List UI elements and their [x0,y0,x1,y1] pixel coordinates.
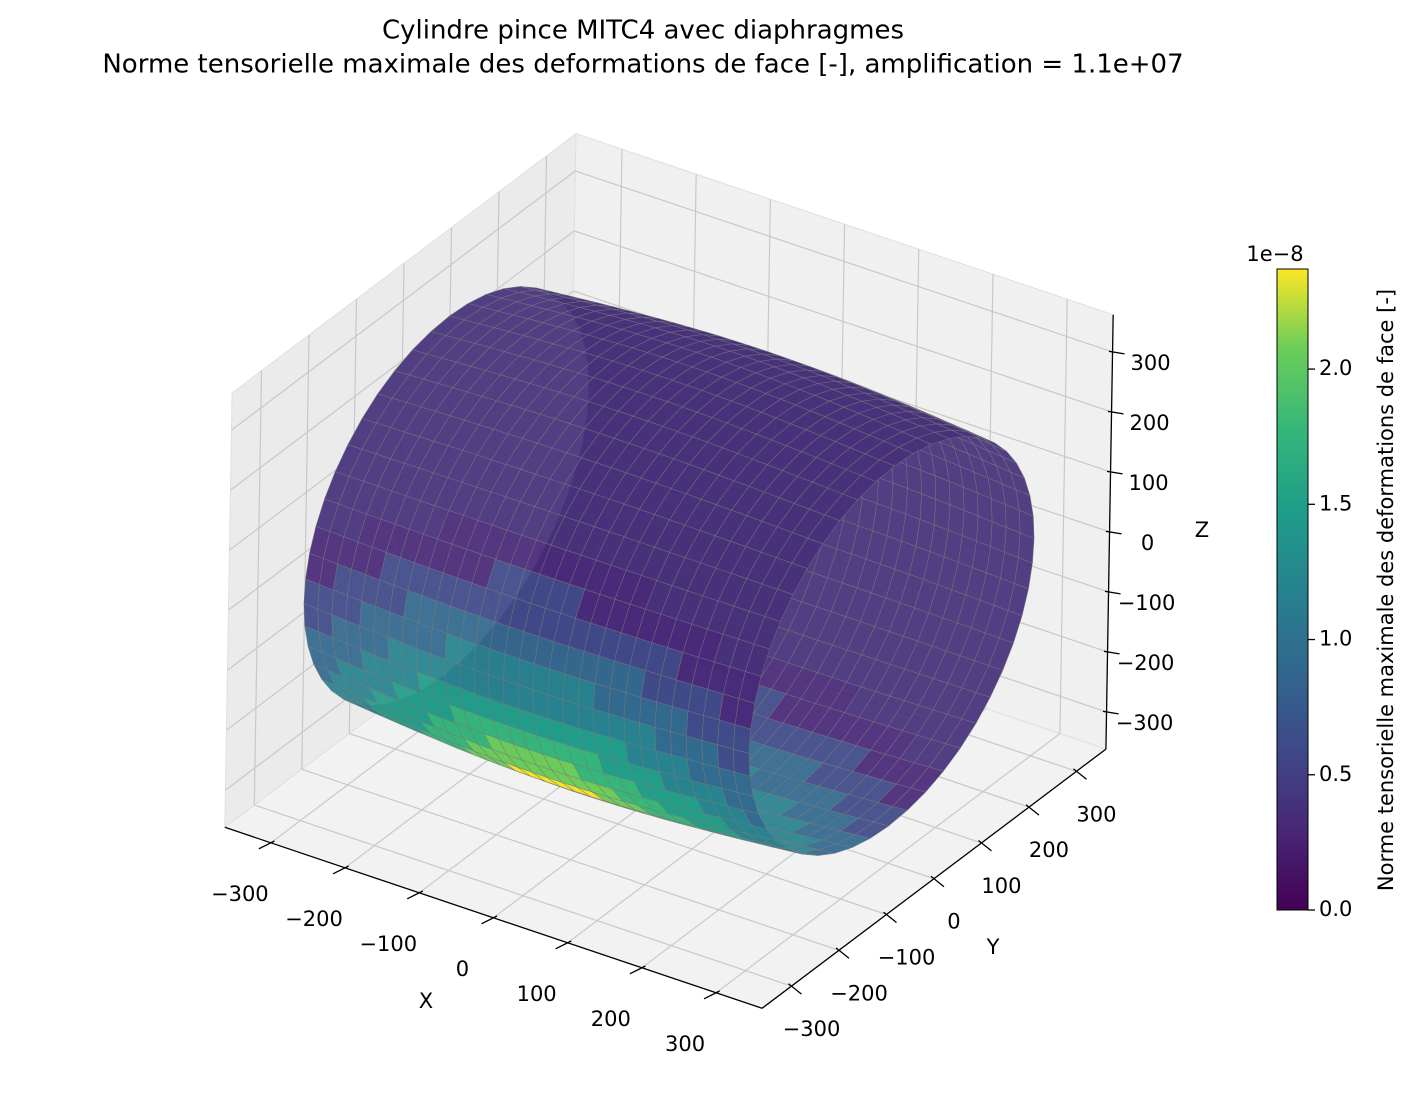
y-tick-mark [1025,804,1040,816]
grid-line [231,170,576,431]
surface-facet [623,692,642,724]
surface-facet [488,648,506,681]
surface-facet [517,658,535,691]
z-tick-label: 0 [1141,531,1154,555]
chart-title: Cylindre pince MITC4 avec diaphragmes [382,16,904,46]
z-tick-label: −200 [1117,651,1175,675]
y-tick-mark [883,911,897,924]
surface-facet [532,663,550,696]
colorbar-tick-label: 0.0 [1319,897,1352,921]
surface-facet [639,696,658,728]
x-tick-label: 100 [517,982,557,1006]
x-tick-mark [258,840,275,850]
y-tick-mark [835,947,850,959]
grid-line [349,732,887,916]
y-tick-label: −300 [783,1017,841,1041]
colorbar: 0.0 0.5 1.0 1.5 2.0 [1276,268,1352,921]
y-tick-label: −100 [878,946,936,970]
surface [303,286,1035,856]
surface-facet [670,706,689,737]
x-tick-label: 200 [591,1007,631,1031]
z-tick-label: −300 [1116,711,1174,735]
surface-facet [444,632,462,665]
y-tick-label: 300 [1076,802,1116,826]
z-tick-mark [1102,710,1119,715]
colorbar-tick-label: 1.5 [1319,491,1352,515]
z-tick-mark [1104,590,1121,595]
x-tick-label: 300 [665,1032,705,1056]
axes: −300 −200 −100 0 100 200 300 −300 −200 −100 0 100 20… [211,314,1176,1056]
y-tick-label: 0 [947,910,960,934]
colorbar-scale [1276,268,1309,911]
z-tick-mark [1106,470,1123,475]
z-tick-mark [1107,410,1124,415]
x-tick-label: 0 [456,957,469,981]
z-axis-label: Z [1195,518,1209,542]
x-tick-label: −200 [285,907,343,931]
surface-facet [592,682,611,714]
x-axis-label: X [419,989,433,1013]
y-tick-mark [978,839,992,852]
z-tick-mark [1105,530,1122,535]
x-tick-mark [406,890,424,900]
surface-facet [608,687,627,719]
x-tick-mark [332,865,349,875]
grid-line [574,230,1112,413]
colorbar-tick-label: 0.5 [1319,762,1352,786]
grid-line [254,804,792,987]
grid-line [301,768,840,951]
chart-subtitle: Norme tensorielle maximale des deformati… [102,50,1183,80]
colorbar-tick-label: 1.0 [1319,627,1352,651]
surface-facet [717,719,736,750]
y-tick-label: 100 [981,874,1021,898]
z-tick-label: 100 [1129,471,1169,495]
colorbar-offset-text: 1e−8 [1246,242,1303,266]
y-tick-mark [930,875,945,888]
x-tick-mark [629,965,646,975]
surface-facet [753,616,781,650]
y-tick-mark [788,983,802,995]
surface-facet [577,678,596,710]
y-axis-label: Y [986,935,1000,959]
x-tick-mark [703,990,720,1000]
surface-facet [685,710,704,741]
colorbar-tick-label: 2.0 [1319,356,1352,380]
z-tick-mark [1103,650,1120,655]
y-tick-label: −200 [830,981,888,1005]
z-tick-label: 300 [1131,351,1171,375]
z-tick-label: 200 [1130,411,1170,435]
x-tick-mark [481,915,498,925]
grid-line [230,230,575,491]
surface-facet [473,643,491,676]
grid-line [575,170,1113,353]
surface-facet [502,653,521,686]
surface-facet [562,673,581,705]
x-tick-label: −300 [211,882,269,906]
surface-facet [654,701,673,732]
y-tick-label: 200 [1029,838,1069,862]
y-tick-mark [1073,768,1087,780]
surface-facet [701,715,720,746]
surface-facet [458,638,476,670]
surface-facet [547,668,565,700]
x-tick-mark [555,940,572,950]
z-tick-mark [1108,350,1125,355]
z-tick-label: −100 [1118,591,1176,615]
surface-facet [733,724,752,754]
x-tick-label: −100 [359,932,417,956]
colorbar-label: Norme tensorielle maximale des deformati… [1374,289,1398,891]
